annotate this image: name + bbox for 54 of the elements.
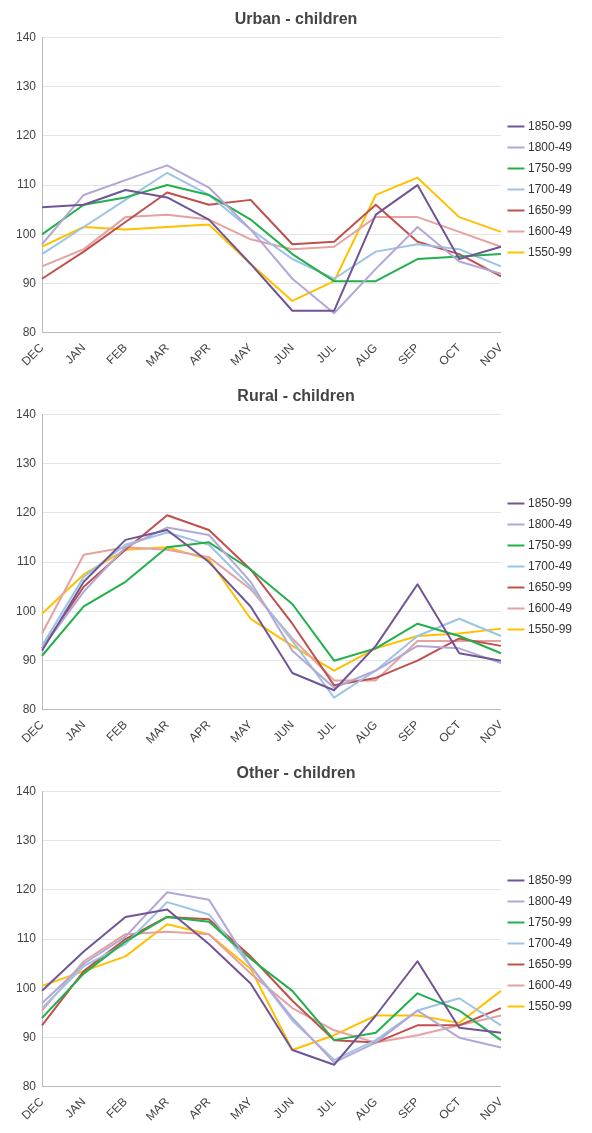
x-tick-label: SEP <box>395 340 422 368</box>
legend-label: 1700-49 <box>527 558 573 573</box>
y-tick-label: 140 <box>15 783 37 798</box>
y-tick-label: 80 <box>22 325 37 340</box>
x-tick-label: FEB <box>103 717 130 745</box>
legend-label: 1800-49 <box>527 139 573 154</box>
x-tick-label: JUL <box>313 340 339 366</box>
legend-label: 1750-99 <box>527 914 573 929</box>
legend-label: 1650-99 <box>527 956 573 971</box>
y-tick-label: 130 <box>15 455 37 470</box>
legend-label: 1650-99 <box>527 202 573 217</box>
y-tick-label: 100 <box>15 603 37 618</box>
y-tick-label: 90 <box>22 652 37 667</box>
legend-label: 1750-99 <box>527 537 573 552</box>
y-tick-label: 100 <box>15 226 37 241</box>
y-tick-label: 120 <box>15 128 37 143</box>
x-tick-label: SEP <box>395 1094 422 1122</box>
y-tick-label: 110 <box>16 931 37 946</box>
y-tick-label: 140 <box>15 29 37 44</box>
legend-label: 1550-99 <box>527 621 573 636</box>
y-tick-label: 90 <box>22 1029 37 1044</box>
x-tick-label: JUL <box>313 717 339 743</box>
legend-label: 1850-99 <box>527 872 573 887</box>
x-tick-label: FEB <box>103 1094 130 1122</box>
y-tick-label: 80 <box>22 1079 37 1094</box>
legend-label: 1600-49 <box>527 600 573 615</box>
legend-label: 1700-49 <box>527 181 573 196</box>
y-tick-label: 110 <box>16 177 37 192</box>
legend-label: 1600-49 <box>527 223 573 238</box>
y-tick-label: 120 <box>15 505 37 520</box>
legend-label: 1850-99 <box>527 118 573 133</box>
legend-label: 1850-99 <box>527 495 573 510</box>
x-tick-label: FEB <box>103 340 130 368</box>
y-tick-label: 120 <box>15 882 37 897</box>
chart-title: Other - children <box>236 764 356 782</box>
chart-title: Rural - children <box>237 387 355 405</box>
legend-label: 1600-49 <box>527 977 573 992</box>
y-tick-label: 80 <box>22 702 37 717</box>
y-tick-label: 140 <box>15 406 37 421</box>
chart-title: Urban - children <box>234 10 358 28</box>
legend-label: 1750-99 <box>527 160 573 175</box>
legend-label: 1700-49 <box>527 935 573 950</box>
legend-label: 1650-99 <box>527 579 573 594</box>
x-tick-label: JUL <box>313 1094 339 1120</box>
legend-label: 1800-49 <box>527 893 573 908</box>
x-tick-label: SEP <box>395 717 422 745</box>
y-tick-label: 130 <box>15 832 37 847</box>
y-tick-label: 90 <box>22 275 37 290</box>
legend-label: 1800-49 <box>527 516 573 531</box>
legend-label: 1550-99 <box>527 998 573 1013</box>
y-tick-label: 110 <box>16 554 37 569</box>
legend-label: 1550-99 <box>527 244 573 259</box>
y-tick-label: 100 <box>15 980 37 995</box>
y-tick-label: 130 <box>15 78 37 93</box>
